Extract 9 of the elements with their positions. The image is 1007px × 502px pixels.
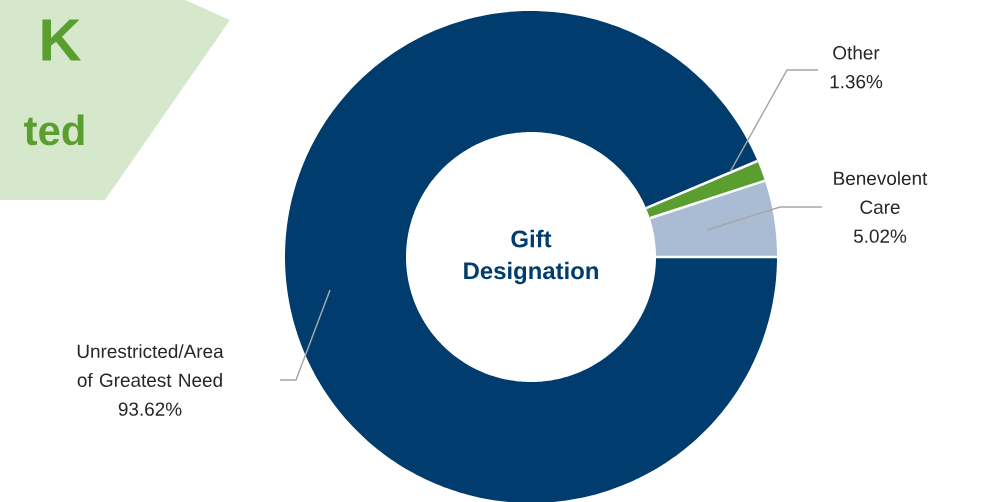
slice-label: Unrestricted/Area of Greatest Need: [77, 344, 224, 387]
text: Gift Designation: [464, 229, 598, 285]
slice-label: Other: [833, 45, 880, 60]
text: ted: [24, 114, 84, 146]
slice-label: Benevolent Care: [834, 171, 928, 214]
data-label: 5.02%: [853, 229, 907, 243]
data-label: 93.62%: [118, 402, 182, 416]
data-label: 1.36%: [830, 74, 883, 89]
text: K: [42, 19, 82, 61]
